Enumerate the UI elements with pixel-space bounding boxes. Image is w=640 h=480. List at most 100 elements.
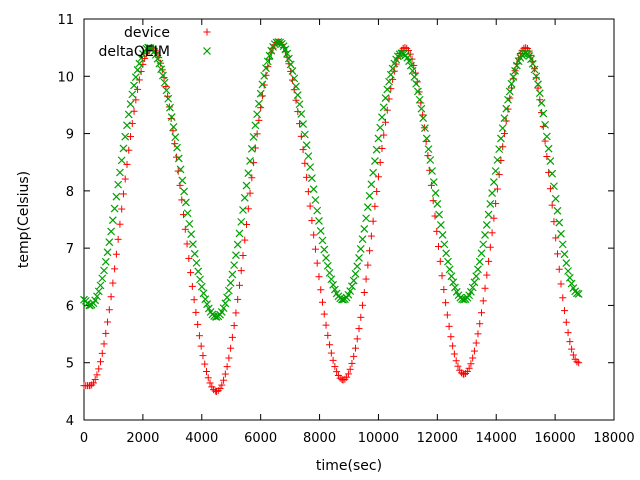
point-device: [485, 257, 493, 265]
point-deltaQEIM: [233, 240, 242, 249]
point-device: [343, 373, 351, 381]
point-deltaQEIM: [297, 110, 306, 118]
point-deltaQEIM: [309, 185, 318, 194]
point-deltaQEIM: [548, 169, 557, 178]
point-deltaQEIM: [288, 67, 297, 75]
point-device: [488, 229, 496, 237]
x-tick-label: 8000: [303, 431, 336, 446]
point-device: [199, 352, 207, 360]
point-deltaQEIM: [307, 174, 316, 183]
point-deltaQEIM: [444, 257, 452, 266]
point-deltaQEIM: [451, 283, 459, 292]
point-device: [436, 257, 444, 265]
point-deltaQEIM: [346, 287, 355, 295]
point-device: [91, 376, 99, 384]
point-deltaQEIM: [322, 254, 330, 262]
point-device: [483, 271, 491, 279]
point-deltaQEIM: [511, 66, 519, 75]
point-deltaQEIM: [302, 141, 311, 150]
y-tick-label: 5: [66, 357, 74, 372]
point-deltaQEIM: [435, 210, 444, 219]
point-deltaQEIM: [370, 157, 379, 166]
point-deltaQEIM: [258, 80, 267, 89]
point-deltaQEIM: [174, 154, 183, 163]
point-deltaQEIM: [126, 100, 135, 109]
point-device: [492, 200, 500, 208]
point-device: [561, 307, 569, 315]
point-deltaQEIM: [178, 176, 187, 185]
point-device: [169, 127, 177, 135]
point-device: [357, 313, 365, 321]
point-deltaQEIM: [91, 296, 100, 305]
point-device: [248, 174, 256, 182]
point-device: [218, 381, 226, 389]
point-device: [353, 335, 361, 343]
point-device: [107, 293, 115, 301]
point-deltaQEIM: [131, 73, 140, 82]
point-device: [344, 370, 352, 378]
point-device: [550, 218, 558, 226]
x-tick-label: 16000: [534, 431, 575, 446]
point-deltaQEIM: [528, 59, 537, 68]
point-device: [206, 379, 214, 387]
point-deltaQEIM: [558, 240, 567, 249]
point-device: [478, 309, 485, 317]
point-deltaQEIM: [265, 51, 274, 60]
point-deltaQEIM: [153, 54, 162, 63]
point-device: [438, 272, 446, 280]
point-deltaQEIM: [495, 145, 504, 154]
point-device: [194, 320, 202, 328]
point-deltaQEIM: [512, 61, 521, 70]
point-device: [486, 243, 494, 251]
point-device: [299, 146, 307, 154]
point-device: [119, 190, 127, 198]
point-deltaQEIM: [381, 94, 390, 102]
point-device: [227, 344, 235, 352]
point-deltaQEIM: [353, 262, 362, 271]
x-tick-label: 4000: [185, 431, 218, 446]
point-deltaQEIM: [372, 145, 381, 154]
point-device: [292, 96, 300, 104]
point-deltaQEIM: [189, 240, 197, 249]
point-deltaQEIM: [349, 276, 358, 285]
point-device: [95, 365, 103, 373]
point-deltaQEIM: [96, 281, 105, 290]
point-deltaQEIM: [376, 123, 385, 132]
point-device: [502, 117, 510, 125]
point-deltaQEIM: [180, 187, 189, 196]
y-tick-label: 8: [66, 185, 74, 200]
point-device: [481, 284, 489, 292]
point-deltaQEIM: [475, 257, 484, 266]
point-device: [241, 236, 249, 244]
point-device: [500, 130, 508, 138]
point-deltaQEIM: [117, 156, 126, 165]
point-deltaQEIM: [199, 289, 208, 298]
point-deltaQEIM: [290, 74, 299, 83]
point-deltaQEIM: [226, 279, 235, 287]
point-device: [472, 339, 480, 347]
point-device: [479, 297, 487, 305]
point-device: [190, 296, 198, 304]
point-deltaQEIM: [197, 282, 206, 291]
point-device: [495, 171, 503, 179]
point-device: [202, 367, 210, 375]
point-device: [294, 108, 302, 116]
point-deltaQEIM: [470, 278, 479, 287]
point-device: [100, 340, 108, 348]
x-axis-label: time(sec): [316, 458, 382, 474]
point-device: [313, 259, 321, 267]
point-deltaQEIM: [249, 132, 258, 141]
point-device: [367, 232, 375, 240]
point-device: [442, 299, 450, 307]
point-deltaQEIM: [107, 227, 116, 236]
point-device: [569, 351, 577, 359]
point-device: [111, 265, 119, 273]
point-device: [232, 309, 240, 317]
point-device: [183, 240, 191, 248]
point-device: [114, 235, 122, 243]
point-device: [348, 359, 356, 367]
point-deltaQEIM: [358, 235, 367, 244]
point-device: [235, 281, 243, 289]
point-deltaQEIM: [325, 268, 334, 277]
point-deltaQEIM: [201, 295, 210, 304]
